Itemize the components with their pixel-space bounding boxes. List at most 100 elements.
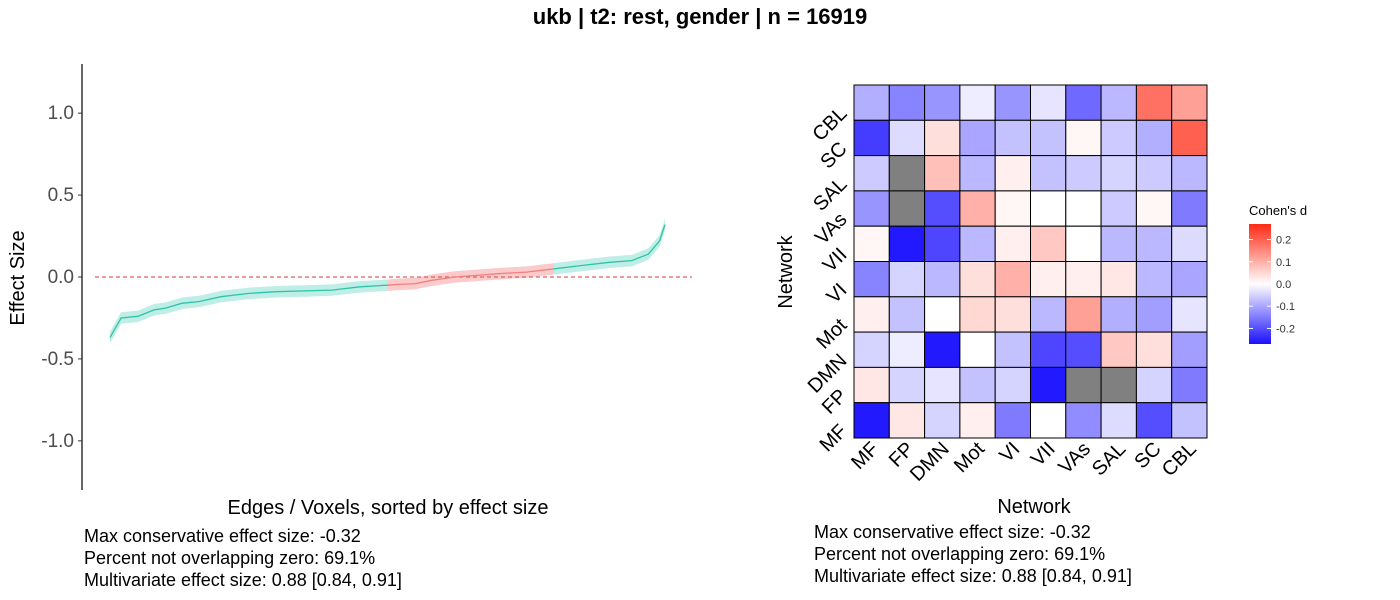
- heatmap-cell: [1135, 402, 1173, 439]
- effect-size-panel: 1.0 0.5 0.0 -0.5 -1.0 Effect Size Edges / Vo…: [7, 64, 692, 519]
- stat-percent-nonoverlap: Percent not overlapping zero: 69.1%: [84, 548, 376, 568]
- heatmap-cell: [959, 261, 996, 298]
- heatmap-cell: [994, 331, 1032, 368]
- heatmap-cell: [924, 261, 961, 298]
- heatmap-cell: [1171, 84, 1208, 121]
- heatmap-cell: [994, 225, 1032, 262]
- heatmap-cell: [994, 119, 1032, 157]
- heatmap-cell: [1171, 261, 1208, 298]
- right-stats: Max conservative effect size: -0.32 Perc…: [814, 521, 1132, 587]
- heatmap-cell: [1171, 225, 1208, 262]
- heatmap-cell: [959, 119, 996, 157]
- legend-tick-label: -0.2: [1276, 323, 1295, 335]
- heatmap-cell: [888, 296, 926, 333]
- heatmap-cell: [994, 155, 1032, 192]
- heatmap-cell: [1030, 84, 1067, 121]
- effect-line-segment: [387, 268, 555, 286]
- heatmap-cell: [1100, 261, 1137, 298]
- y-axis-label: Effect Size: [7, 230, 29, 325]
- x-tick-label: CBL: [1158, 438, 1201, 481]
- heatmap-cell: [994, 402, 1032, 439]
- stat-multivariate: Multivariate effect size: 0.88 [0.84, 0.…: [84, 570, 402, 590]
- heatmap-cell: [1171, 331, 1208, 368]
- heatmap-cell: [1135, 366, 1173, 404]
- heatmap-cell: [959, 402, 996, 439]
- heatmap-cell: [1171, 366, 1208, 404]
- heatmap-cell: [853, 402, 890, 439]
- heatmap-cell: [888, 402, 926, 439]
- x-tick-label: VII: [1027, 438, 1060, 471]
- heatmap-cell: [924, 119, 961, 157]
- heatmap-cell: [1100, 296, 1137, 333]
- legend-tick-label: 0.0: [1276, 279, 1291, 291]
- x-tick-label: DMN: [906, 438, 954, 486]
- heatmap-cell: [959, 296, 996, 333]
- heatmap-cell: [1065, 84, 1102, 121]
- heatmap-cell: [924, 296, 961, 333]
- heatmap-cell: [1030, 402, 1067, 439]
- heatmap-cell: [959, 366, 996, 404]
- heatmap-cell: [1100, 155, 1137, 192]
- ci-band-segment: [554, 218, 665, 275]
- heatmap-cell: [924, 190, 961, 227]
- heatmap-cell: [1135, 261, 1173, 298]
- heatmap-cell: [888, 331, 926, 368]
- heatmap-cell: [853, 261, 890, 298]
- heatmap-cell: [924, 402, 961, 439]
- y-tick-label: 1.0: [48, 103, 74, 124]
- heatmap-cell: [1030, 261, 1067, 298]
- legend-title: Cohen's d: [1249, 203, 1307, 218]
- heatmap-cell: [1030, 366, 1067, 404]
- x-tick-label: VI: [995, 438, 1024, 467]
- legend-tick-label: 0.2: [1276, 235, 1291, 247]
- x-tick-label: MF: [847, 438, 883, 474]
- x-tick-label: Mot: [950, 438, 989, 477]
- heatmap-cell: [1065, 190, 1102, 227]
- legend-ticks: 0.2 0.1 0.0 -0.1 -0.2: [1249, 235, 1295, 335]
- confidence-band: [110, 218, 665, 344]
- heatmap-cell: [1030, 190, 1067, 227]
- heatmap-cell: [853, 331, 890, 368]
- y-tick-label: DMN: [804, 350, 852, 398]
- heatmap-x-axis-label: Network: [997, 496, 1071, 518]
- heatmap-cell: [853, 190, 890, 227]
- heatmap-cell: [1065, 119, 1102, 157]
- y-tick-label: 0.0: [48, 267, 74, 288]
- heatmap-cell: [888, 155, 926, 192]
- heatmap-cell: [888, 366, 926, 404]
- heatmap-cell: [1100, 366, 1137, 404]
- y-tick-label: -1.0: [41, 431, 74, 452]
- heatmap-cell: [1171, 190, 1208, 227]
- heatmap-cell: [1065, 225, 1102, 262]
- heatmap-cell: [959, 190, 996, 227]
- heatmap-cell: [1171, 119, 1208, 157]
- heatmap-cell: [888, 190, 926, 227]
- legend-color-bar: [1249, 224, 1271, 344]
- heatmap-cell: [1065, 296, 1102, 333]
- heatmap-cell: [1135, 84, 1173, 121]
- heatmap-cell: [888, 119, 926, 157]
- y-tick-label: -0.5: [41, 349, 74, 370]
- legend-tick-label: -0.1: [1276, 301, 1295, 313]
- heatmap-cell: [1171, 402, 1208, 439]
- heatmap-cell: [853, 296, 890, 333]
- y-tick-label: VI: [823, 279, 852, 308]
- heatmap-cell: [853, 119, 890, 157]
- y-tick-label: MF: [816, 420, 852, 456]
- heatmap-cell: [1135, 190, 1173, 227]
- heatmap-cell: [1100, 331, 1137, 368]
- y-tick-label: VII: [819, 244, 852, 277]
- heatmap-cell: [994, 296, 1032, 333]
- heatmap-cell: [924, 366, 961, 404]
- heatmap-cell: [1135, 155, 1173, 192]
- y-axis-ticks: 1.0 0.5 0.0 -0.5 -1.0: [41, 103, 82, 452]
- y-tick-label: CBL: [808, 103, 851, 146]
- heatmap-cell: [959, 155, 996, 192]
- y-tick-label: Mot: [812, 314, 851, 353]
- heatmap-cell: [959, 84, 996, 121]
- heatmap-cell: [1030, 296, 1067, 333]
- heatmap-cell: [1100, 402, 1137, 439]
